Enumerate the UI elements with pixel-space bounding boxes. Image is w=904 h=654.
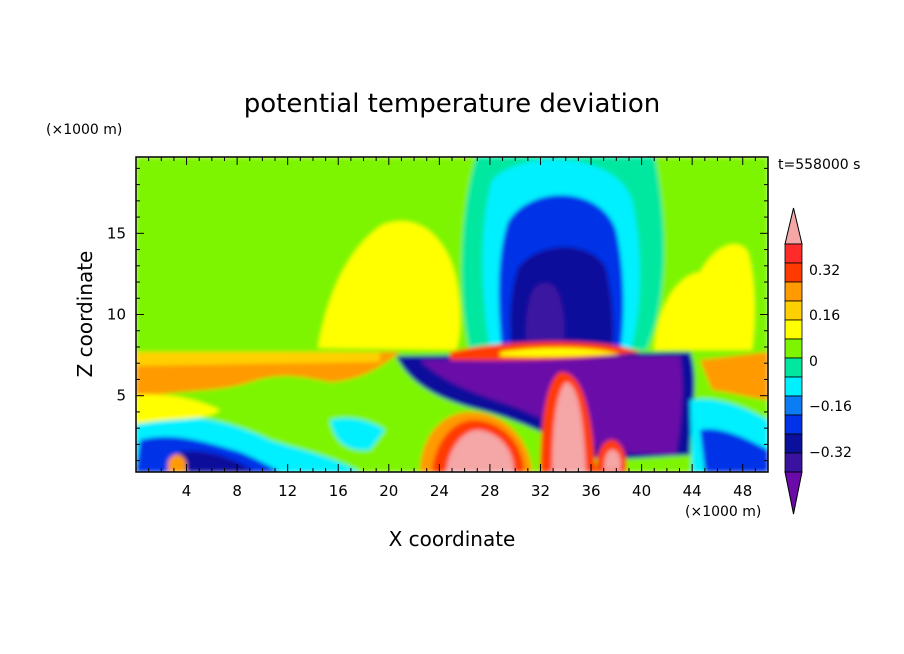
x-tick-label: 8 — [232, 482, 242, 500]
x-tick-label: 24 — [430, 482, 449, 500]
right-warm-streak — [700, 352, 768, 400]
colorbar-swatch — [784, 338, 803, 359]
warm-plume-34-core — [552, 382, 586, 472]
colorbar-tick-label: −0.32 — [809, 445, 852, 461]
colorbar-swatch — [784, 262, 803, 283]
warm-lobe-right — [654, 244, 755, 350]
warm-spot-37-core — [604, 449, 621, 470]
x-unit-label: (×1000 m) — [685, 504, 761, 520]
x-axis-ticks: 4 8 12 16 20 24 28 32 36 40 44 48 — [148, 157, 756, 500]
x-tick-label: 44 — [683, 482, 702, 500]
chart-title: potential temperature deviation — [244, 89, 660, 119]
colorbar-tick-label: 0.16 — [809, 308, 840, 324]
colorbar-bottom-arrow — [784, 471, 803, 515]
y-tick-label: 5 — [116, 387, 126, 405]
y-axis-label: Z coordinate — [73, 251, 97, 378]
y-tick-label: 10 — [107, 306, 126, 324]
time-label: t=558000 s — [778, 157, 860, 173]
x-tick-label: 40 — [632, 482, 651, 500]
warm-plume-28-core — [446, 430, 514, 472]
y-unit-label: (×1000 m) — [46, 122, 122, 138]
x-tick-label: 28 — [480, 482, 499, 500]
colorbar-swatch — [784, 414, 803, 435]
left-surface-warm — [168, 454, 186, 472]
colorbar-swatch — [784, 376, 803, 397]
contour-field — [136, 157, 768, 472]
x-tick-label: 20 — [379, 482, 398, 500]
colorbar-swatch — [784, 243, 803, 264]
colorbar-swatch — [784, 281, 803, 302]
colorbar-swatch — [784, 433, 803, 454]
colorbar-tick-label: −0.16 — [809, 399, 852, 415]
x-tick-label: 4 — [182, 482, 192, 500]
x-tick-label: 12 — [278, 482, 297, 500]
colorbar: 0.32 0.16 0 −0.16 −0.32 — [784, 207, 852, 515]
right-blue — [700, 429, 768, 472]
colorbar-swatch — [784, 300, 803, 321]
x-axis-label: X coordinate — [389, 527, 516, 551]
x-tick-label: 32 — [531, 482, 550, 500]
warm-cap-core — [500, 347, 620, 357]
colorbar-swatch — [784, 357, 803, 378]
low-mid-cyan — [330, 418, 385, 451]
left-warm-patch — [136, 394, 220, 424]
colorbar-swatch — [784, 452, 803, 473]
colorbar-top-arrow — [784, 207, 803, 245]
x-tick-label: 36 — [581, 482, 600, 500]
x-tick-label: 48 — [733, 482, 752, 500]
x-tick-label: 16 — [329, 482, 348, 500]
y-axis-ticks: 5 10 15 — [107, 167, 768, 462]
y-tick-label: 15 — [107, 224, 126, 242]
cold-column-core — [525, 282, 565, 356]
colorbar-tick-label: 0 — [809, 354, 818, 370]
warm-lobe-left — [318, 221, 461, 350]
colorbar-swatch — [784, 319, 803, 340]
colorbar-tick-label: 0.32 — [809, 263, 840, 279]
warm-band-upper — [136, 352, 380, 366]
low-left-navy — [170, 450, 255, 472]
colorbar-swatch — [784, 395, 803, 416]
